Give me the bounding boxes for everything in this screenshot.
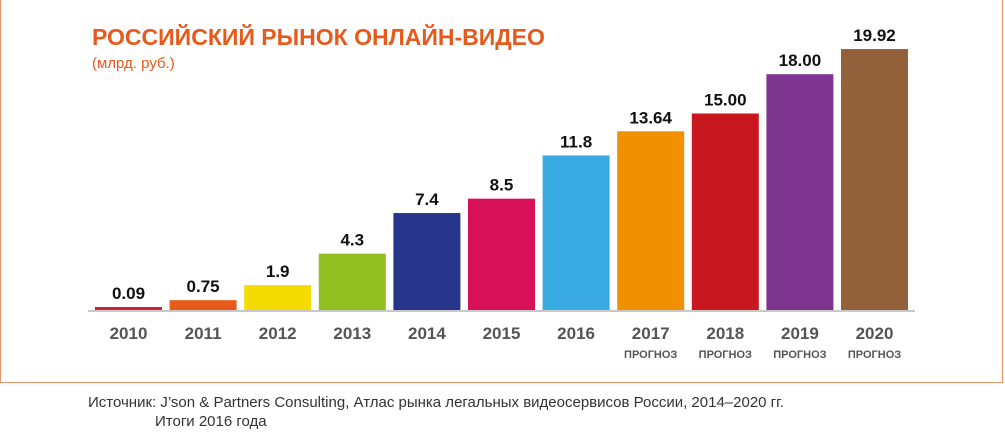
value-label-2020: 19.92 <box>853 26 896 45</box>
bar-2011 <box>169 300 237 310</box>
source-line-1: Источник: J’son & Partners Consulting, А… <box>88 394 784 411</box>
bars-group <box>95 49 908 310</box>
value-label-2016: 11.8 <box>560 132 592 151</box>
value-label-2012: 1.9 <box>266 262 290 281</box>
category-label-2012: 2012 <box>259 324 297 343</box>
forecast-label-2017: ПРОГНОЗ <box>624 349 677 361</box>
forecast-label-2020: ПРОГНОЗ <box>848 349 901 361</box>
category-label-2014: 2014 <box>408 324 446 343</box>
bar-2019 <box>766 74 834 310</box>
bar-2013 <box>318 253 386 310</box>
bar-chart: 0.09 2010 0.75 2011 1.9 2012 4.3 2013 7.4 2014 8.5… <box>88 26 915 361</box>
source-note: Источник: J’son & Partners Consulting, А… <box>88 393 784 431</box>
bar-2018 <box>691 113 759 310</box>
category-label-2015: 2015 <box>483 324 521 343</box>
value-label-2013: 4.3 <box>340 231 364 250</box>
value-label-2015: 8.5 <box>490 176 514 195</box>
category-label-2017: 2017 <box>632 324 670 343</box>
bar-2016 <box>542 155 610 310</box>
value-label-2018: 15.00 <box>704 91 747 110</box>
category-label-2013: 2013 <box>333 324 371 343</box>
category-label-2010: 2010 <box>110 324 148 343</box>
category-label-2011: 2011 <box>185 324 222 343</box>
value-label-2010: 0.09 <box>112 284 145 303</box>
bar-2020 <box>841 49 908 310</box>
bar-2015 <box>468 198 535 310</box>
category-label-2016: 2016 <box>557 324 595 343</box>
bar-2014 <box>393 213 461 310</box>
bar-2012 <box>244 285 312 310</box>
value-label-2014: 7.4 <box>415 190 439 209</box>
category-label-2019: 2019 <box>781 324 819 343</box>
chart-title: РОССИЙСКИЙ РЫНОК ОНЛАЙН-ВИДЕО <box>92 24 545 50</box>
forecast-label-2018: ПРОГНОЗ <box>699 349 752 361</box>
value-label-2017: 13.64 <box>629 108 672 127</box>
bar-2010 <box>95 307 162 310</box>
source-line-2: Итоги 2016 года <box>155 413 267 430</box>
chart-subtitle: (млрд. руб.) <box>92 55 175 72</box>
value-label-2019: 18.00 <box>779 51 822 70</box>
chart-frame <box>0 0 1003 383</box>
forecast-label-2019: ПРОГНОЗ <box>773 349 826 361</box>
category-label-2018: 2018 <box>706 324 744 343</box>
value-label-2011: 0.75 <box>187 277 220 296</box>
labels-group: 0.09 2010 0.75 2011 1.9 2012 4.3 2013 7.4 2014 8.5… <box>110 26 902 361</box>
category-label-2020: 2020 <box>856 324 894 343</box>
bar-2017 <box>617 131 685 310</box>
